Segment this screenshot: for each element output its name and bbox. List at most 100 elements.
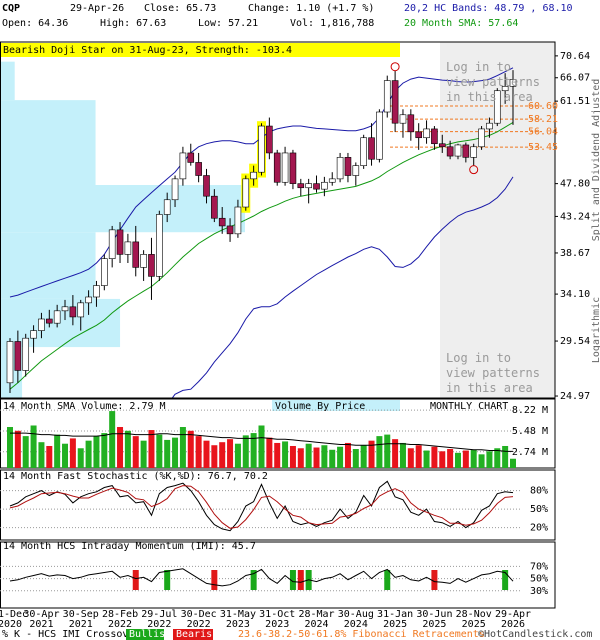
candle-body <box>30 330 37 339</box>
volume-title: 14 Month SMA Volume: 2.79 M <box>3 401 166 412</box>
candle-body <box>211 195 218 219</box>
volume-bar <box>93 436 100 468</box>
volume-bar <box>431 446 438 468</box>
bearish-crossover <box>132 570 139 590</box>
volume-by-price-bar <box>0 100 96 185</box>
y-tick-label: 80% <box>530 486 548 497</box>
volume-bar <box>486 451 493 468</box>
date: 29-Apr-26 <box>70 3 124 14</box>
volume-bar <box>297 448 304 468</box>
candle-body <box>297 183 305 189</box>
candle-body <box>77 302 85 318</box>
volume-bar <box>289 445 296 468</box>
bearish-crossover <box>297 570 304 590</box>
volume-bar <box>124 430 131 468</box>
candle-body <box>250 171 257 180</box>
x-tick-label: 31-Oct 2023 <box>259 609 295 630</box>
fib-label: 56.04 <box>528 127 558 138</box>
open: Open: 64.36 <box>2 18 68 29</box>
y-tick-label: 50% <box>530 504 548 515</box>
candle-body <box>218 217 226 227</box>
candle-body <box>69 306 77 318</box>
volume-bar <box>101 433 108 468</box>
volume-bar <box>462 450 469 468</box>
candle-body <box>423 128 430 139</box>
y-tick-label: 24.97 <box>560 391 590 402</box>
y-tick-label: 47.80 <box>560 179 590 190</box>
candle-body <box>6 341 14 384</box>
vbp-label: Volume By Price <box>275 401 365 412</box>
candle-body <box>258 125 265 173</box>
stoch-title: 14 Month Fast Stochastic (%K,%D): 76.7, … <box>3 471 268 482</box>
volume-bar <box>368 440 375 468</box>
x-tick-label: 30-Apr 2021 <box>23 609 59 630</box>
candle-body <box>85 296 92 304</box>
volume-bar <box>195 436 202 468</box>
volume-bar <box>344 442 351 468</box>
candle-body <box>22 337 30 371</box>
candle-body <box>156 214 163 277</box>
bullish-crossover <box>164 570 171 590</box>
imi-line <box>9 568 514 587</box>
x-tick-label: 31-Jan 2025 <box>377 609 413 630</box>
candle-body <box>273 152 281 183</box>
pattern-circle <box>390 62 400 72</box>
volume-bar <box>384 434 391 468</box>
volume-bar <box>54 434 61 468</box>
candle-body <box>470 146 478 158</box>
low: Low: 57.21 <box>198 18 258 29</box>
price-frame <box>0 41 556 399</box>
candle-body <box>360 137 367 166</box>
candle-body <box>478 128 485 148</box>
bullish-box <box>126 629 164 640</box>
candle-body <box>101 258 108 286</box>
candle-body <box>163 199 171 215</box>
annotation: Bearish Doji Star on 31-Aug-23, Strength… <box>3 45 292 56</box>
volume-bar <box>454 452 461 468</box>
volume-bar <box>14 430 21 468</box>
candle-body <box>61 306 69 312</box>
volume-bar <box>494 448 501 468</box>
volume-bar <box>242 435 249 468</box>
volume-bar <box>62 443 69 468</box>
stoch-line <box>9 480 514 532</box>
lower-band <box>171 176 514 398</box>
x-tick-label: 30-Aug 2024 <box>338 609 374 630</box>
volume-bar <box>117 427 124 468</box>
volume-bar <box>203 440 210 468</box>
y-tick-label: 5.48 M <box>512 426 548 437</box>
candle-body <box>171 178 179 201</box>
volume-bar <box>470 449 477 468</box>
volume-bar <box>266 437 273 468</box>
candle-body <box>289 152 297 184</box>
symbol: CQP <box>2 3 20 14</box>
x-tick-label: 28-Feb 2022 <box>102 609 138 630</box>
candle-body <box>124 241 132 255</box>
volume-bar <box>211 445 218 468</box>
chart-label: MONTHLY CHART <box>430 401 508 412</box>
candle-body <box>140 254 147 268</box>
candle-body <box>344 157 352 176</box>
imi-title: 14 Month HCS Intraday Momentum (IMI): 45… <box>3 541 256 552</box>
candle-body <box>242 178 250 208</box>
candle-body <box>281 152 289 183</box>
volume-bar <box>352 449 359 468</box>
volume-bar <box>30 425 37 468</box>
candle-body <box>438 143 446 148</box>
volume-bar <box>234 443 241 468</box>
volume-bar <box>156 434 163 468</box>
y-tick-label: 8.22 M <box>512 405 548 416</box>
scale-label: Logarithmic <box>591 297 600 363</box>
volume-bar <box>219 442 226 468</box>
volume-bar <box>77 448 84 468</box>
y-tick-label: 70.64 <box>560 51 590 62</box>
y-tick-label: 20% <box>530 523 548 534</box>
x-tick-label: 28-Mar 2024 <box>298 609 334 630</box>
high: High: 67.63 <box>100 18 166 29</box>
panel-frame <box>0 541 556 609</box>
candle-body <box>195 162 202 176</box>
volume-sma <box>10 432 514 452</box>
candle-body <box>234 206 242 235</box>
candle-body <box>203 175 210 197</box>
